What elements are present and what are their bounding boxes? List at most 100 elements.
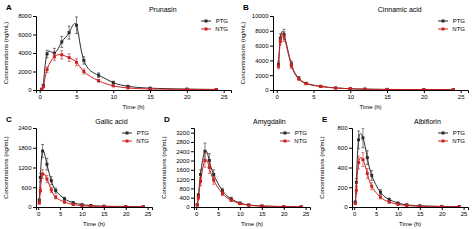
error-bar	[112, 81, 115, 84]
legend-swatch-marker	[284, 132, 287, 135]
tick-mark	[33, 16, 36, 17]
title: Cinnamic acid	[378, 6, 422, 13]
error-bar	[297, 78, 300, 81]
data-point	[305, 82, 308, 85]
tick-label: 20	[184, 94, 191, 100]
error-bar	[279, 37, 282, 45]
tick-label: 2000	[18, 69, 32, 75]
tick-mark	[270, 46, 273, 47]
y-axis-label: Concentrations (ng/mL)	[319, 136, 325, 199]
legend-label: PTG	[216, 18, 229, 24]
tick-label: 5	[59, 211, 63, 217]
legend: PTGNTG	[438, 18, 465, 32]
x-axis: 0510152025	[353, 207, 469, 217]
tick-label: 0	[37, 211, 41, 217]
error-bar	[41, 170, 44, 179]
data-point	[212, 179, 215, 182]
tick: 10000	[252, 13, 273, 19]
error-bar	[282, 206, 285, 207]
error-bar	[386, 89, 389, 90]
series-line	[355, 157, 459, 206]
tick-mark	[191, 133, 194, 134]
tick: 3200	[176, 130, 194, 136]
error-bar	[54, 188, 57, 193]
tick-label: 15	[101, 211, 108, 217]
markers	[196, 159, 303, 207]
markers	[277, 35, 455, 90]
tick: 400	[337, 165, 352, 171]
data-point	[149, 87, 152, 90]
plot-area	[354, 128, 461, 207]
data-point	[290, 64, 293, 67]
error-bar	[260, 205, 263, 206]
tick: 10	[110, 90, 117, 100]
error-bar	[247, 204, 250, 206]
error-bar	[405, 205, 408, 207]
tick-mark	[349, 168, 352, 169]
tick-mark	[218, 207, 219, 210]
data-point	[388, 201, 391, 204]
tick: 2000	[18, 69, 36, 75]
tick: 800	[337, 125, 352, 131]
tick: 0	[28, 204, 36, 210]
tick-label: 10	[237, 211, 244, 217]
axis-line	[191, 129, 195, 208]
axis-line	[195, 208, 311, 211]
data-point	[185, 88, 188, 90]
tick-mark	[76, 90, 77, 93]
tick-mark	[104, 207, 105, 210]
error-bar	[212, 176, 215, 184]
tick: 0	[353, 207, 357, 217]
legend-swatch-marker	[126, 140, 129, 143]
data-point	[89, 204, 92, 207]
legend-label: PTG	[295, 130, 308, 136]
tick-mark	[398, 207, 399, 210]
panel-label: D	[164, 115, 170, 124]
error-bar	[60, 36, 63, 47]
axis-line	[37, 91, 232, 94]
data-point	[357, 161, 360, 164]
tick-mark	[270, 31, 273, 32]
legend-label: PTG	[137, 130, 150, 136]
error-bar	[290, 63, 293, 68]
plot-area	[38, 144, 145, 207]
error-bar	[40, 89, 43, 90]
data-point	[60, 40, 63, 43]
data-point	[53, 55, 56, 58]
error-bar	[82, 69, 85, 74]
legend-item: PTG	[201, 18, 228, 24]
panel: 051015202502000400060008000Time (h)Conce…	[3, 3, 232, 110]
data-point	[361, 158, 364, 161]
tick: 20	[281, 207, 288, 217]
error-bar	[208, 162, 211, 174]
tick-mark	[82, 207, 83, 210]
data-point	[45, 178, 48, 181]
error-bar	[68, 54, 71, 62]
tick-mark	[442, 207, 443, 210]
error-bar	[361, 153, 364, 167]
error-bar	[40, 88, 43, 90]
tick: 5	[75, 90, 79, 100]
tick-label: 10000	[252, 13, 269, 19]
tick-mark	[224, 90, 225, 93]
data-point	[221, 192, 224, 195]
tick: 5	[217, 207, 221, 217]
error-bar	[185, 89, 188, 90]
axis-line	[33, 17, 37, 91]
tick-mark	[387, 90, 388, 93]
tick-label: 20	[421, 94, 428, 100]
data-point	[38, 202, 41, 205]
tick-label: 5	[75, 94, 79, 100]
data-point	[212, 173, 215, 176]
legend-swatch-line	[438, 29, 448, 30]
markers	[196, 150, 303, 207]
legend-swatch-marker	[442, 28, 445, 31]
data-point	[422, 88, 425, 90]
tick-mark	[191, 151, 194, 152]
error-bar	[50, 177, 53, 185]
data-point	[42, 85, 45, 88]
tick: 2400	[176, 149, 194, 155]
data-point	[149, 87, 152, 90]
data-point	[203, 159, 206, 162]
tick-label: 15	[147, 94, 154, 100]
